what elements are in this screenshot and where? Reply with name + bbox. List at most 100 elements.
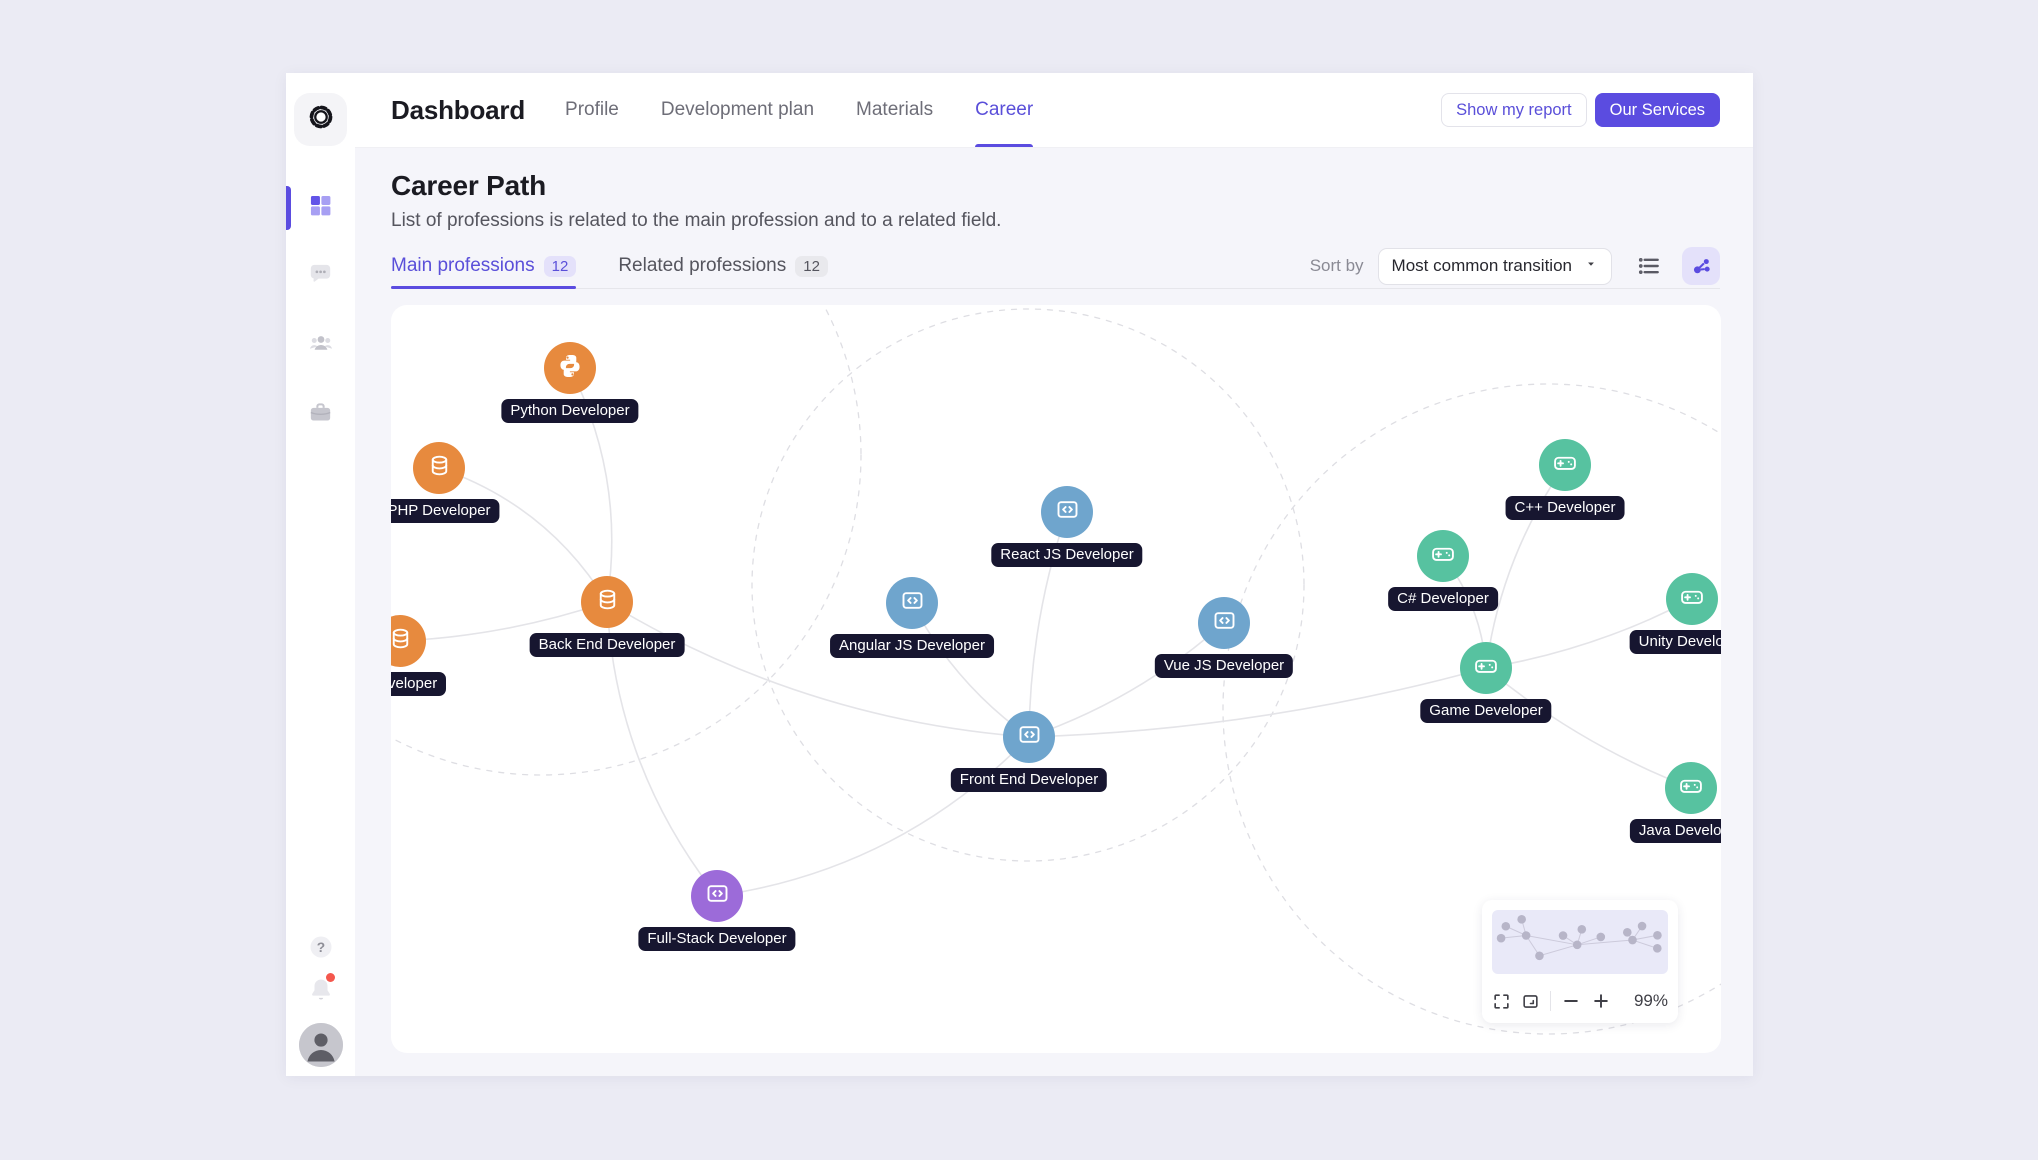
minimap-node-fullstack (1535, 951, 1544, 961)
minimap-node-react (1577, 924, 1587, 934)
top-header: Dashboard Profile Development plan Materia… (355, 73, 1753, 148)
graph-node-label-python[interactable]: Python Developer (501, 399, 639, 423)
help-icon[interactable]: ? (306, 932, 336, 962)
graph-node-react[interactable] (1041, 486, 1093, 538)
minimap-node-cpp (1637, 921, 1647, 931)
graph-view-icon[interactable] (1682, 247, 1720, 285)
graph-node-label-csharp[interactable]: C# Developer (1388, 587, 1498, 611)
graph-node-java[interactable] (1665, 762, 1717, 814)
graph-node-label-game[interactable]: Game Developer (1420, 699, 1552, 723)
fit-view-icon[interactable] (1521, 992, 1540, 1011)
graph-node-angular[interactable] (886, 577, 938, 629)
cluster-dashed-circles (391, 305, 1721, 1035)
graph-node-csharp[interactable] (1417, 530, 1469, 582)
our-services-button[interactable]: Our Services (1594, 93, 1720, 127)
edge-backend-frontend (606, 601, 1030, 738)
minimap-node-clipped (1496, 933, 1506, 943)
database-icon (391, 625, 414, 657)
nav-item-career[interactable]: Career (975, 73, 1034, 147)
graph-node-python[interactable] (544, 342, 596, 394)
graph-node-backend[interactable] (581, 576, 633, 628)
code-window-icon (704, 880, 731, 912)
sidebar-item-grid-icon[interactable] (286, 173, 355, 242)
minimap-node-php (1501, 921, 1511, 931)
sidebar: ? (286, 73, 355, 1076)
minimap-viewport[interactable] (1492, 910, 1668, 974)
nav-item-materials[interactable]: Materials (856, 99, 934, 120)
divider (1550, 991, 1551, 1011)
graph-node-label-frontend[interactable]: Front End Developer (950, 768, 1108, 792)
sort-select[interactable]: Most common transition (1377, 247, 1612, 285)
grid-icon (307, 192, 334, 224)
sidebar-item-briefcase-icon[interactable] (286, 380, 355, 449)
sort-by-label: Sort by (1309, 256, 1364, 275)
graph-node-label-fullstack[interactable]: Full-Stack Developer (638, 927, 796, 951)
graph-node-label-react[interactable]: React JS Developer (991, 543, 1143, 567)
chat-icon (306, 260, 335, 294)
tab-count-badge: 12 (543, 255, 577, 277)
minimap-node-java (1653, 944, 1662, 953)
gear-logo-icon (306, 102, 336, 137)
sidebar-item-chat-icon[interactable] (286, 242, 355, 311)
graph-node-unity[interactable] (1666, 573, 1718, 625)
minimap-node-angular (1558, 931, 1568, 940)
notification-dot (325, 973, 335, 982)
app-logo[interactable] (294, 93, 347, 146)
briefcase-icon (306, 398, 335, 432)
edge-frontend-game (1028, 667, 1487, 738)
minimap-node-csharp (1622, 928, 1632, 937)
page-subtitle: List of professions is related to the ma… (391, 210, 1002, 231)
edge-game-cpp (1485, 464, 1566, 669)
gamepad-icon (1678, 583, 1706, 616)
zoom-level: 99% (1633, 991, 1668, 1010)
graph-node-frontend[interactable] (1003, 711, 1055, 763)
graph-node-label-java[interactable]: Java Developer (1629, 819, 1721, 843)
edge-vue-frontend (1028, 622, 1225, 738)
nav-item-development-plan[interactable]: Development plan (660, 99, 815, 120)
graph-node-label-php[interactable]: PHP Developer (391, 499, 500, 523)
tabs-row: Main professions 12 Related professions 12 … (391, 244, 1720, 289)
edge-fullstack-frontend (716, 736, 1030, 897)
graph-node-label-vue[interactable]: Vue JS Developer (1154, 654, 1294, 678)
graph-node-label-clipped[interactable]: veloper (391, 672, 447, 696)
minimap-node-python (1517, 915, 1526, 924)
zoom-in-icon[interactable] (1591, 991, 1611, 1011)
tab-related-professions[interactable]: Related professions 12 (618, 244, 828, 288)
app-window: ? Dashboard Profile Development pl (286, 73, 1753, 1076)
graph-node-label-cpp[interactable]: C++ Developer (1505, 496, 1625, 520)
graph-node-cpp[interactable] (1539, 439, 1591, 491)
list-view-icon[interactable] (1630, 247, 1668, 285)
fullscreen-icon[interactable] (1492, 992, 1511, 1011)
minimap-node-game (1628, 935, 1637, 945)
tab-count-badge: 12 (795, 255, 828, 277)
graph-node-vue[interactable] (1198, 597, 1250, 649)
edge-php-backend (438, 467, 608, 603)
minimap: 99% (1482, 900, 1678, 1023)
graph-node-game[interactable] (1460, 642, 1512, 694)
tab-main-professions[interactable]: Main professions 12 (391, 244, 577, 289)
minimap-node-vue (1596, 932, 1606, 942)
graph-node-label-angular[interactable]: Angular JS Developer (830, 634, 994, 658)
graph-node-label-backend[interactable]: Back End Developer (529, 633, 685, 657)
edge-react-frontend (1028, 511, 1068, 738)
nav-item-profile[interactable]: Profile (565, 99, 619, 120)
graph-node-fullstack[interactable] (691, 870, 743, 922)
app-title: Dashboard (391, 94, 526, 125)
page-title: Career Path (391, 170, 546, 201)
chevron-down-icon (1584, 256, 1598, 276)
minimap-node-frontend (1572, 940, 1582, 950)
gamepad-icon (1472, 652, 1500, 685)
user-avatar[interactable] (298, 1023, 343, 1067)
graph-node-php[interactable] (413, 442, 465, 494)
edge-python-backend (569, 367, 613, 603)
minimap-node-unity (1653, 930, 1662, 940)
sidebar-item-users-icon[interactable] (286, 311, 355, 380)
bell-icon[interactable] (306, 973, 336, 1010)
show-report-button[interactable]: Show my report (1441, 93, 1587, 127)
graph-node-label-unity[interactable]: Unity Developer (1629, 630, 1721, 654)
database-icon (426, 452, 453, 484)
users-icon (306, 328, 336, 363)
code-window-icon (899, 587, 926, 619)
python-icon (556, 352, 584, 385)
zoom-out-icon[interactable] (1561, 991, 1581, 1011)
